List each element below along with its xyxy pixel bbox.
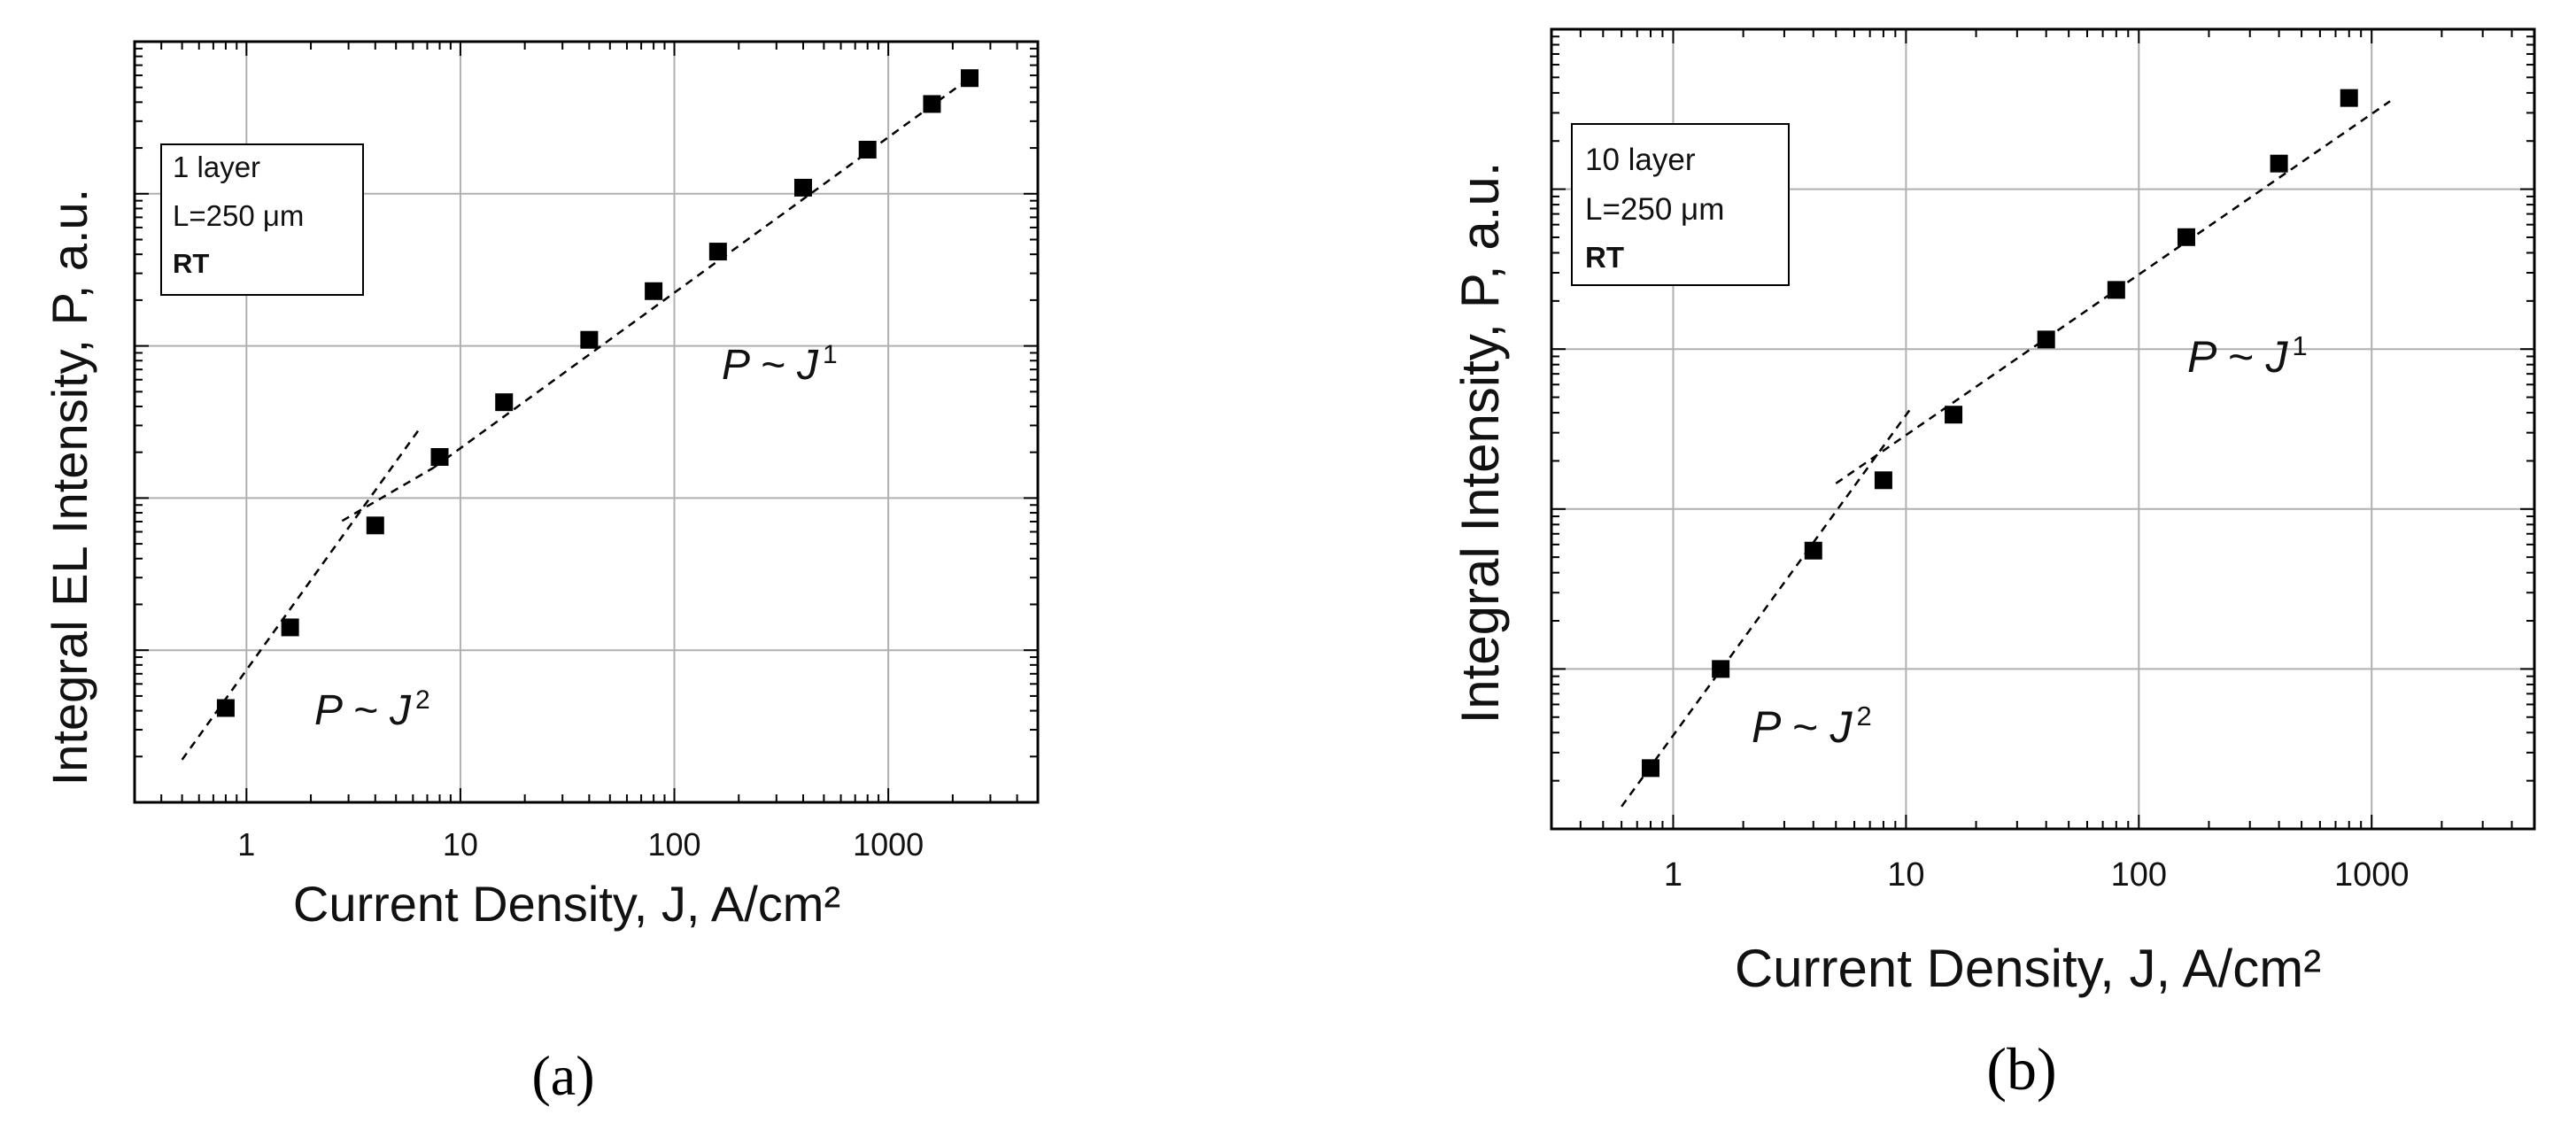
- inset-line-1-a: 1 layer: [173, 151, 260, 183]
- fit-lines-b: [1621, 100, 2391, 808]
- x-tick-label-a-2: 100: [647, 826, 700, 863]
- data-point-a-0: [216, 699, 235, 717]
- data-point-b-1: [1712, 660, 1730, 678]
- data-point-a-1: [281, 618, 299, 637]
- annotation-p-j1-b-sup: 1: [2292, 330, 2307, 361]
- data-point-b-2: [1804, 541, 1822, 560]
- data-point-a-2: [366, 516, 384, 535]
- fit-lines-a: [181, 77, 971, 761]
- x-tick-label-a-1: 10: [443, 826, 478, 863]
- data-point-b-4: [1945, 406, 1963, 424]
- x-tick-labels-a: 1 10 100 1000: [237, 826, 924, 863]
- data-point-b-3: [1874, 471, 1892, 490]
- data-point-a-10: [923, 95, 941, 113]
- ticks-a: [134, 41, 1039, 803]
- data-point-b-9: [2340, 89, 2358, 107]
- fit-line-a-1: [341, 466, 435, 522]
- inset-frame-a: [160, 143, 364, 296]
- panel-label-b: (b): [1986, 1035, 2056, 1103]
- y-axis-title-b: Integral Intensity, P, a.u.: [1450, 162, 1510, 724]
- x-tick-label-a-3: 1000: [853, 826, 924, 863]
- plot-frame-b: [1550, 27, 2536, 831]
- data-point-a-7: [708, 243, 727, 261]
- panel-label-a: (a): [531, 1044, 594, 1107]
- data-point-a-5: [580, 330, 599, 349]
- fit-line-a-2: [433, 77, 971, 469]
- annotation-p-j2-a-text: P ~ J: [314, 687, 412, 734]
- x-tick-label-b-1: 10: [1887, 856, 1924, 894]
- inset-frame-b: [1571, 123, 1790, 286]
- x-tick-label-b-3: 1000: [2334, 856, 2410, 894]
- inset-line-1-b: 10 layer: [1585, 143, 1696, 177]
- annotation-p-j1-a-text: P ~ J: [722, 342, 819, 389]
- inset-box-b: 10 layer L=250 μm RT: [1571, 123, 1790, 286]
- fit-line-a-0: [181, 429, 421, 761]
- data-point-a-3: [430, 448, 449, 467]
- x-tick-label-b-2: 100: [2111, 856, 2167, 894]
- data-point-b-0: [1641, 759, 1659, 778]
- inset-line-2-a: L=250 μm: [173, 199, 304, 232]
- inset-line-2-b: L=250 μm: [1585, 192, 1724, 227]
- data-point-b-7: [2177, 228, 2195, 246]
- annotation-p-j2-b-text: P ~ J: [1752, 702, 1853, 752]
- data-point-b-8: [2270, 154, 2288, 173]
- y-axis-title-a: Integral EL Intensity, P, a.u.: [42, 189, 97, 786]
- inset-line-3-b: RT: [1585, 241, 1624, 274]
- plot-frame-a: [133, 40, 1040, 804]
- annotation-p-j2-b-sup: 2: [1856, 700, 1871, 731]
- x-axis-title-b: Current Density, J, A/cm²: [1735, 939, 2321, 998]
- x-axis-title-a: Current Density, J, A/cm²: [293, 876, 840, 932]
- data-point-a-6: [645, 282, 663, 300]
- annotation-p-j2-a-sup: 2: [415, 685, 430, 715]
- inset-box-a: 1 layer L=250 μm RT: [160, 143, 364, 296]
- data-point-b-5: [2037, 330, 2055, 349]
- x-tick-label-b-0: 1: [1664, 856, 1683, 894]
- data-points-a: [216, 69, 979, 717]
- inset-line-3-a: RT: [173, 248, 209, 279]
- data-points-b: [1641, 89, 2358, 778]
- annotation-p-j1-a-sup: 1: [823, 340, 838, 369]
- fit-line-b-0: [1621, 407, 1912, 808]
- data-point-b-6: [2107, 281, 2125, 299]
- x-tick-label-a-0: 1: [237, 826, 255, 863]
- data-point-a-11: [960, 69, 979, 88]
- data-point-a-9: [858, 140, 877, 159]
- data-point-a-8: [793, 178, 812, 197]
- annotation-p-j1-b-text: P ~ J: [2187, 332, 2288, 382]
- x-tick-labels-b: 1 10 100 1000: [1664, 856, 2410, 894]
- data-point-a-4: [495, 393, 514, 412]
- ticks-b: [1551, 28, 2535, 830]
